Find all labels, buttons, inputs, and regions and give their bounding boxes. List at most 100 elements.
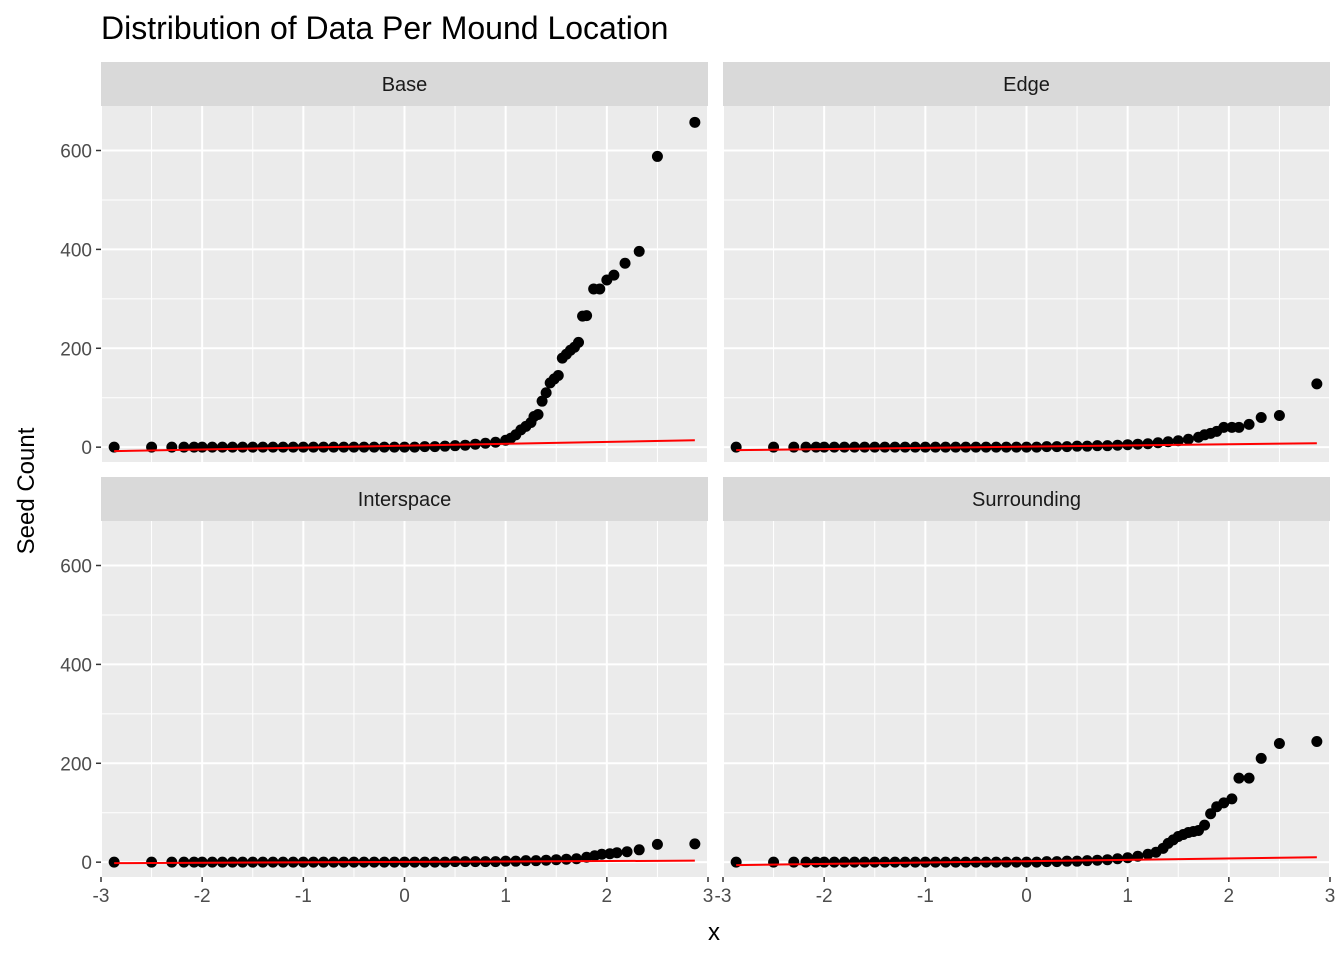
data-point [828, 856, 840, 868]
data-point [1112, 853, 1124, 865]
data-point [1255, 412, 1267, 423]
data-point [651, 838, 663, 850]
data-point [439, 440, 451, 452]
data-point [378, 441, 390, 453]
y-tick-label: 0 [81, 853, 92, 874]
data-point [633, 844, 645, 856]
data-point [768, 441, 780, 453]
y-tick-label: 400 [60, 240, 92, 261]
reference-line [736, 442, 1317, 452]
x-tick-label: 2 [602, 886, 613, 907]
data-point [1122, 852, 1134, 864]
data-point [178, 441, 190, 453]
data-point [838, 441, 850, 453]
data-point [419, 441, 431, 453]
data-point [247, 441, 259, 453]
facet-strip-label: Surrounding [972, 489, 1081, 511]
facet-interspace: Interspace 0 200 400 600 -3 -2 -1 0 1 2 3 [60, 477, 713, 907]
facet-strip [723, 477, 1330, 521]
data-point [490, 436, 502, 448]
x-tick-label: 0 [1021, 886, 1032, 907]
data-point [889, 441, 901, 453]
data-point [1218, 421, 1230, 433]
data-point [849, 441, 861, 453]
data-point [788, 856, 800, 868]
data-point [257, 441, 269, 453]
data-point [581, 310, 593, 322]
facet-strip [101, 62, 708, 106]
facet-base: Base 0 200 400 600 [60, 62, 709, 462]
data-point [532, 409, 544, 421]
facet-strip-label: Interspace [358, 489, 451, 511]
data-point [1172, 435, 1184, 447]
data-point [1031, 856, 1043, 868]
data-point [1233, 421, 1245, 433]
y-axis-title: Seed Count [13, 427, 40, 554]
data-point [536, 395, 548, 407]
data-point [1255, 752, 1267, 764]
data-point [552, 369, 564, 381]
data-point [869, 856, 881, 868]
data-point [859, 856, 871, 868]
data-point [237, 441, 249, 453]
facet-strip-label: Base [382, 74, 428, 96]
data-point [540, 387, 552, 399]
y-tick-label: 200 [60, 754, 92, 775]
data-point [611, 847, 623, 859]
data-point [227, 441, 239, 453]
data-point [800, 856, 812, 868]
x-tick-label: -3 [715, 886, 732, 907]
data-point [849, 856, 861, 868]
data-point [570, 853, 582, 865]
data-point [619, 257, 631, 269]
data-point [388, 441, 400, 453]
data-point [560, 853, 572, 865]
data-point [633, 245, 645, 257]
data-point [1243, 772, 1255, 784]
data-point [196, 441, 208, 453]
y-tick-label: 200 [60, 339, 92, 360]
y-tick-label: 600 [60, 557, 92, 578]
data-point [206, 441, 218, 453]
data-point [550, 854, 562, 866]
data-point [1199, 819, 1211, 831]
reference-line [736, 856, 1317, 867]
data-point [429, 441, 441, 453]
data-point [859, 441, 871, 453]
x-tick-label: 3 [703, 886, 714, 907]
data-point [879, 441, 891, 453]
y-tick-label: 600 [60, 142, 92, 163]
data-point [689, 838, 701, 850]
reference-line [114, 859, 695, 865]
data-point [1243, 418, 1255, 430]
x-tick-label: -2 [816, 886, 833, 907]
x-tick-label: 3 [1325, 886, 1336, 907]
data-point [399, 441, 410, 453]
data-point [800, 441, 812, 453]
x-tick-label: 2 [1224, 886, 1235, 907]
facet-strip [101, 477, 708, 521]
data-point [1273, 410, 1285, 422]
data-point [1132, 438, 1144, 450]
data-point [768, 856, 780, 868]
data-point [1311, 378, 1323, 390]
data-point [689, 116, 701, 128]
x-tick-label: -1 [917, 886, 934, 907]
data-point [108, 441, 120, 453]
data-point [621, 846, 633, 858]
facet-grid: Base0200400600EdgeInterspace0200400600-3… [60, 62, 1335, 907]
x-tick-label: -3 [93, 886, 110, 907]
data-point [216, 441, 228, 453]
data-point [818, 441, 830, 453]
x-tick-label: 1 [1122, 886, 1133, 907]
data-point [1182, 433, 1194, 445]
reference-line [114, 439, 695, 453]
data-point [594, 283, 606, 295]
data-point [838, 856, 850, 868]
data-point [1226, 793, 1238, 805]
y-tick-label: 0 [81, 438, 92, 459]
data-point [1311, 736, 1323, 748]
chart-title: Distribution of Data Per Mound Location [101, 10, 668, 46]
data-point [573, 336, 585, 348]
